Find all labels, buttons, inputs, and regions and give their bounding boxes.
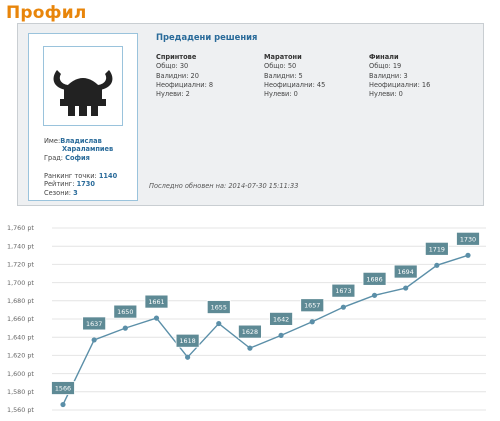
data-point — [403, 285, 409, 291]
data-label: 1661 — [148, 298, 164, 306]
data-point — [309, 319, 315, 325]
data-point — [465, 252, 471, 258]
data-label: 1566 — [55, 385, 71, 393]
data-point — [91, 337, 97, 343]
data-label: 1618 — [179, 337, 195, 345]
user-stats: Ранкинг точки: 1140 Рейтинг: 1730 Сезони… — [44, 172, 118, 197]
data-point — [340, 304, 346, 310]
user-city: Град: София — [44, 154, 90, 162]
data-label-box — [82, 316, 107, 331]
data-point — [247, 345, 253, 351]
y-tick-label: 1,740 pt — [7, 242, 34, 250]
data-label-box — [206, 300, 231, 314]
data-label: 1637 — [86, 320, 102, 328]
y-tick-label: 1,580 pt — [7, 388, 34, 396]
data-label-box — [331, 283, 356, 298]
avatar-card: Име:Владислав Харалампиев Град: София Ра… — [28, 33, 138, 201]
data-label: 1642 — [273, 315, 289, 323]
data-label-box — [144, 294, 169, 309]
data-label-box — [113, 304, 138, 319]
data-label: 1657 — [304, 302, 320, 310]
data-label-box — [456, 231, 480, 246]
data-label: 1730 — [460, 235, 476, 243]
rating-chart: 1,560 pt 1,580 pt 1,600 pt 1,620 pt 1,640 pt… — [7, 224, 486, 414]
data-label-box — [51, 381, 75, 395]
sprints-column: Спринтове Общо: 30 Валидни: 20 Неофициал… — [156, 53, 214, 99]
data-label: 1694 — [398, 268, 414, 276]
data-point — [371, 292, 378, 298]
data-point — [434, 262, 440, 268]
data-label-box — [269, 311, 293, 326]
y-tick-label: 1,720 pt — [7, 261, 34, 269]
data-point — [278, 332, 284, 338]
series-line — [62, 254, 469, 405]
data-label: 1628 — [242, 328, 258, 336]
data-label: 1655 — [211, 304, 227, 312]
data-label-box — [300, 298, 325, 313]
avatar — [43, 46, 123, 126]
submissions-title: Предадени решения — [156, 32, 258, 42]
data-label: 1650 — [117, 308, 133, 316]
y-tick-label: 1,760 pt — [7, 224, 34, 232]
finals-column: Финали Общо: 19 Валидни: 3 Неофициални: … — [369, 53, 431, 99]
user-name: Име:Владислав Харалампиев — [44, 137, 114, 154]
page-title: Профил — [6, 3, 87, 23]
data-label-box — [175, 333, 200, 348]
marathons-column: Маратони Общо: 50 Валидни: 5 Неофициални… — [264, 53, 326, 99]
y-tick-label: 1,560 pt — [7, 406, 34, 414]
data-label-box — [362, 271, 387, 286]
y-tick-label: 1,700 pt — [7, 279, 34, 287]
y-tick-label: 1,620 pt — [7, 352, 34, 360]
data-label-box — [238, 324, 262, 339]
y-tick-label: 1,660 pt — [7, 315, 34, 323]
last-updated: Последно обновен на: 2014-07-30 15:11:33 — [149, 182, 299, 190]
profile-panel: Име:Владислав Харалампиев Град: София Ра… — [17, 23, 484, 206]
y-tick-label: 1,680 pt — [7, 297, 34, 305]
y-tick-label: 1,640 pt — [7, 333, 34, 341]
data-point — [153, 315, 160, 321]
data-label: 1673 — [335, 287, 351, 295]
data-point — [60, 401, 66, 408]
data-label: 1719 — [429, 245, 445, 253]
data-point — [216, 320, 222, 327]
data-label: 1686 — [366, 275, 382, 283]
y-tick-label: 1,600 pt — [7, 370, 34, 378]
viking-helmet-icon — [53, 70, 113, 116]
data-point — [122, 325, 128, 331]
data-point — [185, 354, 191, 360]
data-label-box — [393, 264, 418, 279]
data-label-box — [424, 241, 449, 256]
